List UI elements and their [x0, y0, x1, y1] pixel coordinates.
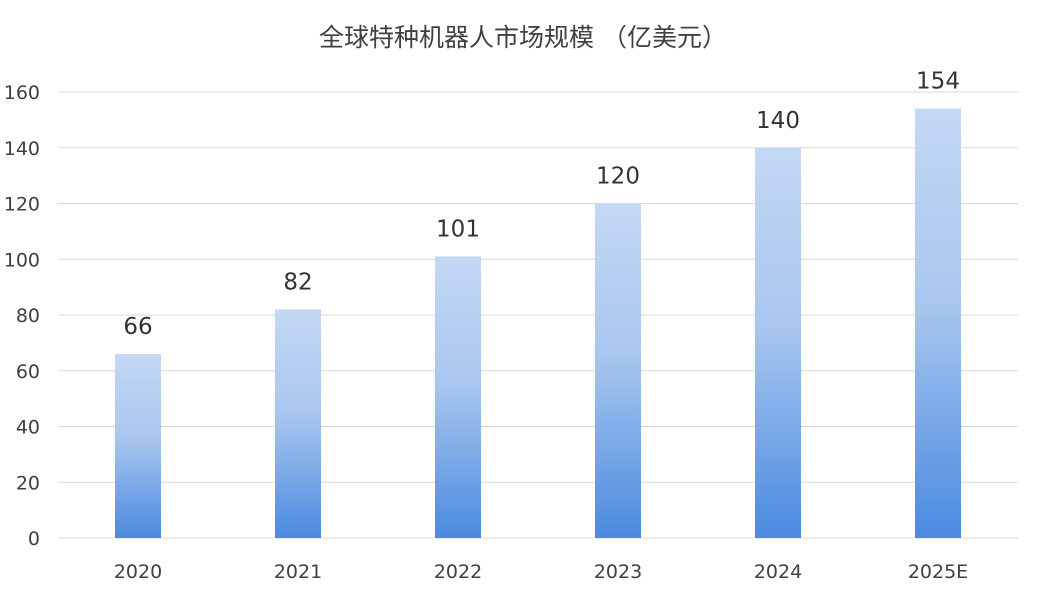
data-labels: 66 82 101 120 140 154 — [123, 69, 960, 340]
y-tick-label: 140 — [4, 138, 40, 160]
data-label: 66 — [123, 314, 152, 340]
chart-title: 全球特种机器人市场规模 （亿美元） — [319, 23, 727, 52]
x-tick-label: 2024 — [754, 561, 802, 583]
x-tick-label: 2022 — [434, 561, 482, 583]
data-label: 120 — [596, 164, 640, 190]
x-tick-label: 2023 — [594, 561, 642, 583]
y-tick-label: 80 — [16, 305, 40, 327]
data-label: 154 — [916, 69, 960, 95]
x-tick-label: 2025E — [908, 561, 968, 583]
data-label: 140 — [756, 108, 800, 134]
y-tick-label: 100 — [4, 249, 40, 271]
bar-2025E — [915, 108, 961, 538]
y-tick-label: 20 — [16, 472, 40, 494]
bar-2021 — [275, 309, 321, 538]
bar-2020 — [115, 354, 161, 538]
bar-2024 — [755, 147, 801, 538]
x-tick-label: 2021 — [274, 561, 322, 583]
y-tick-label: 0 — [28, 528, 40, 550]
bar-2023 — [595, 203, 641, 538]
bar-2022 — [435, 256, 481, 538]
y-axis: 0 20 40 60 80 100 120 140 160 — [4, 82, 40, 550]
data-label: 101 — [436, 216, 480, 242]
y-tick-label: 40 — [16, 417, 40, 439]
bars — [115, 108, 961, 538]
y-tick-label: 60 — [16, 361, 40, 383]
data-label: 82 — [283, 269, 312, 295]
y-tick-label: 120 — [4, 194, 40, 216]
y-tick-label: 160 — [4, 82, 40, 104]
gridlines — [58, 91, 1018, 539]
x-tick-label: 2020 — [114, 561, 162, 583]
x-axis: 2020 2021 2022 2023 2024 2025E — [114, 561, 968, 583]
